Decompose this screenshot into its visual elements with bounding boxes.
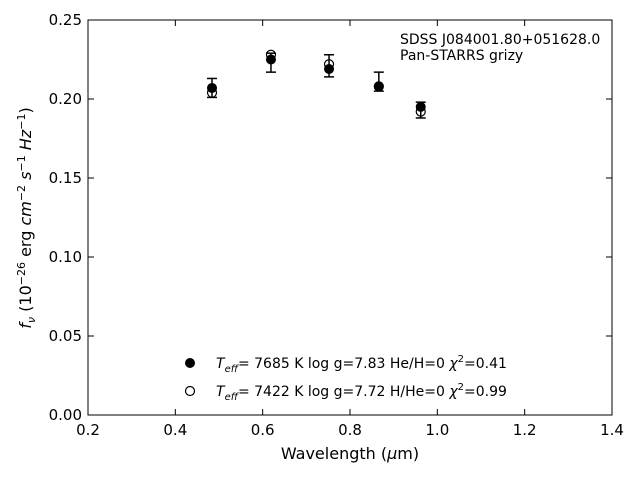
x-tick-label: 0.8 (338, 421, 362, 439)
legend-marker-filled (185, 358, 195, 368)
x-tick-label: 1.4 (600, 421, 624, 439)
legend-2-comp: H/He=0 (390, 384, 445, 400)
point-open (206, 87, 218, 98)
annotation-line-1: SDSS J084001.80+051628.0 (400, 32, 600, 48)
x-tick-label: 0.4 (163, 421, 187, 439)
point-open (265, 49, 277, 60)
plot-area: 0.2 0.4 0.6 0.8 1.0 1.2 1.4 0.00 0.05 0.10 0.15 0.2… (49, 11, 624, 439)
y-axis-label: fν (10−26 erg cm−2 s−1 Hz−1) (15, 107, 38, 328)
legend-entry-2: Teff= 7422 K log g=7.72 H/He=0 χ2=0.99 (216, 382, 507, 403)
y-tick-label: 0.15 (49, 169, 82, 187)
legend-2-chi2: =0.99 (464, 384, 507, 400)
x-tick-label: 0.2 (76, 421, 100, 439)
legend-1-comp: He/H=0 (390, 356, 445, 372)
y-tick-label: 0.10 (49, 248, 82, 266)
x-tick-label: 0.6 (251, 421, 275, 439)
legend-entry-1: Teff= 7685 K log g=7.83 He/H=0 χ2=0.41 (216, 354, 507, 375)
y-tick-label: 0.20 (49, 90, 82, 108)
legend-1-chi2: =0.41 (464, 356, 507, 372)
x-tick-label: 1.0 (425, 421, 449, 439)
x-axis-label: Wavelength (μm) (281, 444, 419, 463)
legend-2-temp: 7422 K (254, 384, 304, 400)
y-tick-label: 0.05 (49, 327, 82, 345)
annotation-line-2: Pan-STARRS grizy (400, 48, 523, 64)
legend-1-temp: 7685 K (254, 356, 304, 372)
x-tick-label: 1.2 (513, 421, 537, 439)
legend: Teff= 7685 K log g=7.83 He/H=0 χ2=0.41 T… (184, 354, 507, 403)
legend-marker-open (184, 385, 196, 397)
y-tick-label: 0.00 (49, 406, 82, 424)
y-tick-label: 0.25 (49, 11, 82, 29)
point-open (415, 106, 426, 117)
legend-2-logg: log g=7.72 (308, 384, 386, 400)
legend-1-logg: log g=7.83 (308, 356, 386, 372)
point-open (373, 81, 384, 92)
point-open (323, 59, 335, 70)
